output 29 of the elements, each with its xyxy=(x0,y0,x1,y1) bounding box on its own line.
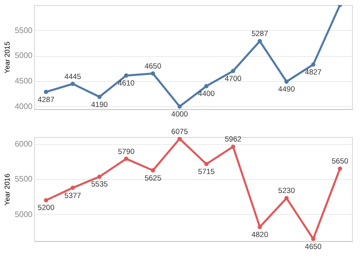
y-tick-label: 6000 xyxy=(14,140,34,149)
point xyxy=(178,104,182,109)
point xyxy=(284,196,289,200)
point xyxy=(97,174,102,179)
y-tick-label: 4500 xyxy=(14,76,34,86)
y-tick-label: 5000 xyxy=(14,51,34,60)
y-tick-label: 5000 xyxy=(14,210,34,219)
point xyxy=(338,166,342,171)
y-tick-label: 4000 xyxy=(14,102,34,111)
point xyxy=(97,94,102,99)
point xyxy=(258,224,262,230)
y-tick-label: 5500 xyxy=(14,174,34,184)
point xyxy=(311,62,316,67)
point xyxy=(204,84,208,88)
point xyxy=(70,186,75,190)
point xyxy=(178,137,182,141)
point xyxy=(44,90,48,94)
point xyxy=(258,39,262,44)
point xyxy=(70,82,75,86)
point xyxy=(230,144,236,149)
point xyxy=(230,68,236,74)
point xyxy=(150,168,156,172)
point xyxy=(204,162,208,166)
point xyxy=(150,71,156,76)
point xyxy=(124,73,128,78)
point xyxy=(124,156,128,161)
y-tick-label: 5500 xyxy=(14,26,34,35)
point xyxy=(44,198,48,202)
point xyxy=(284,79,289,84)
